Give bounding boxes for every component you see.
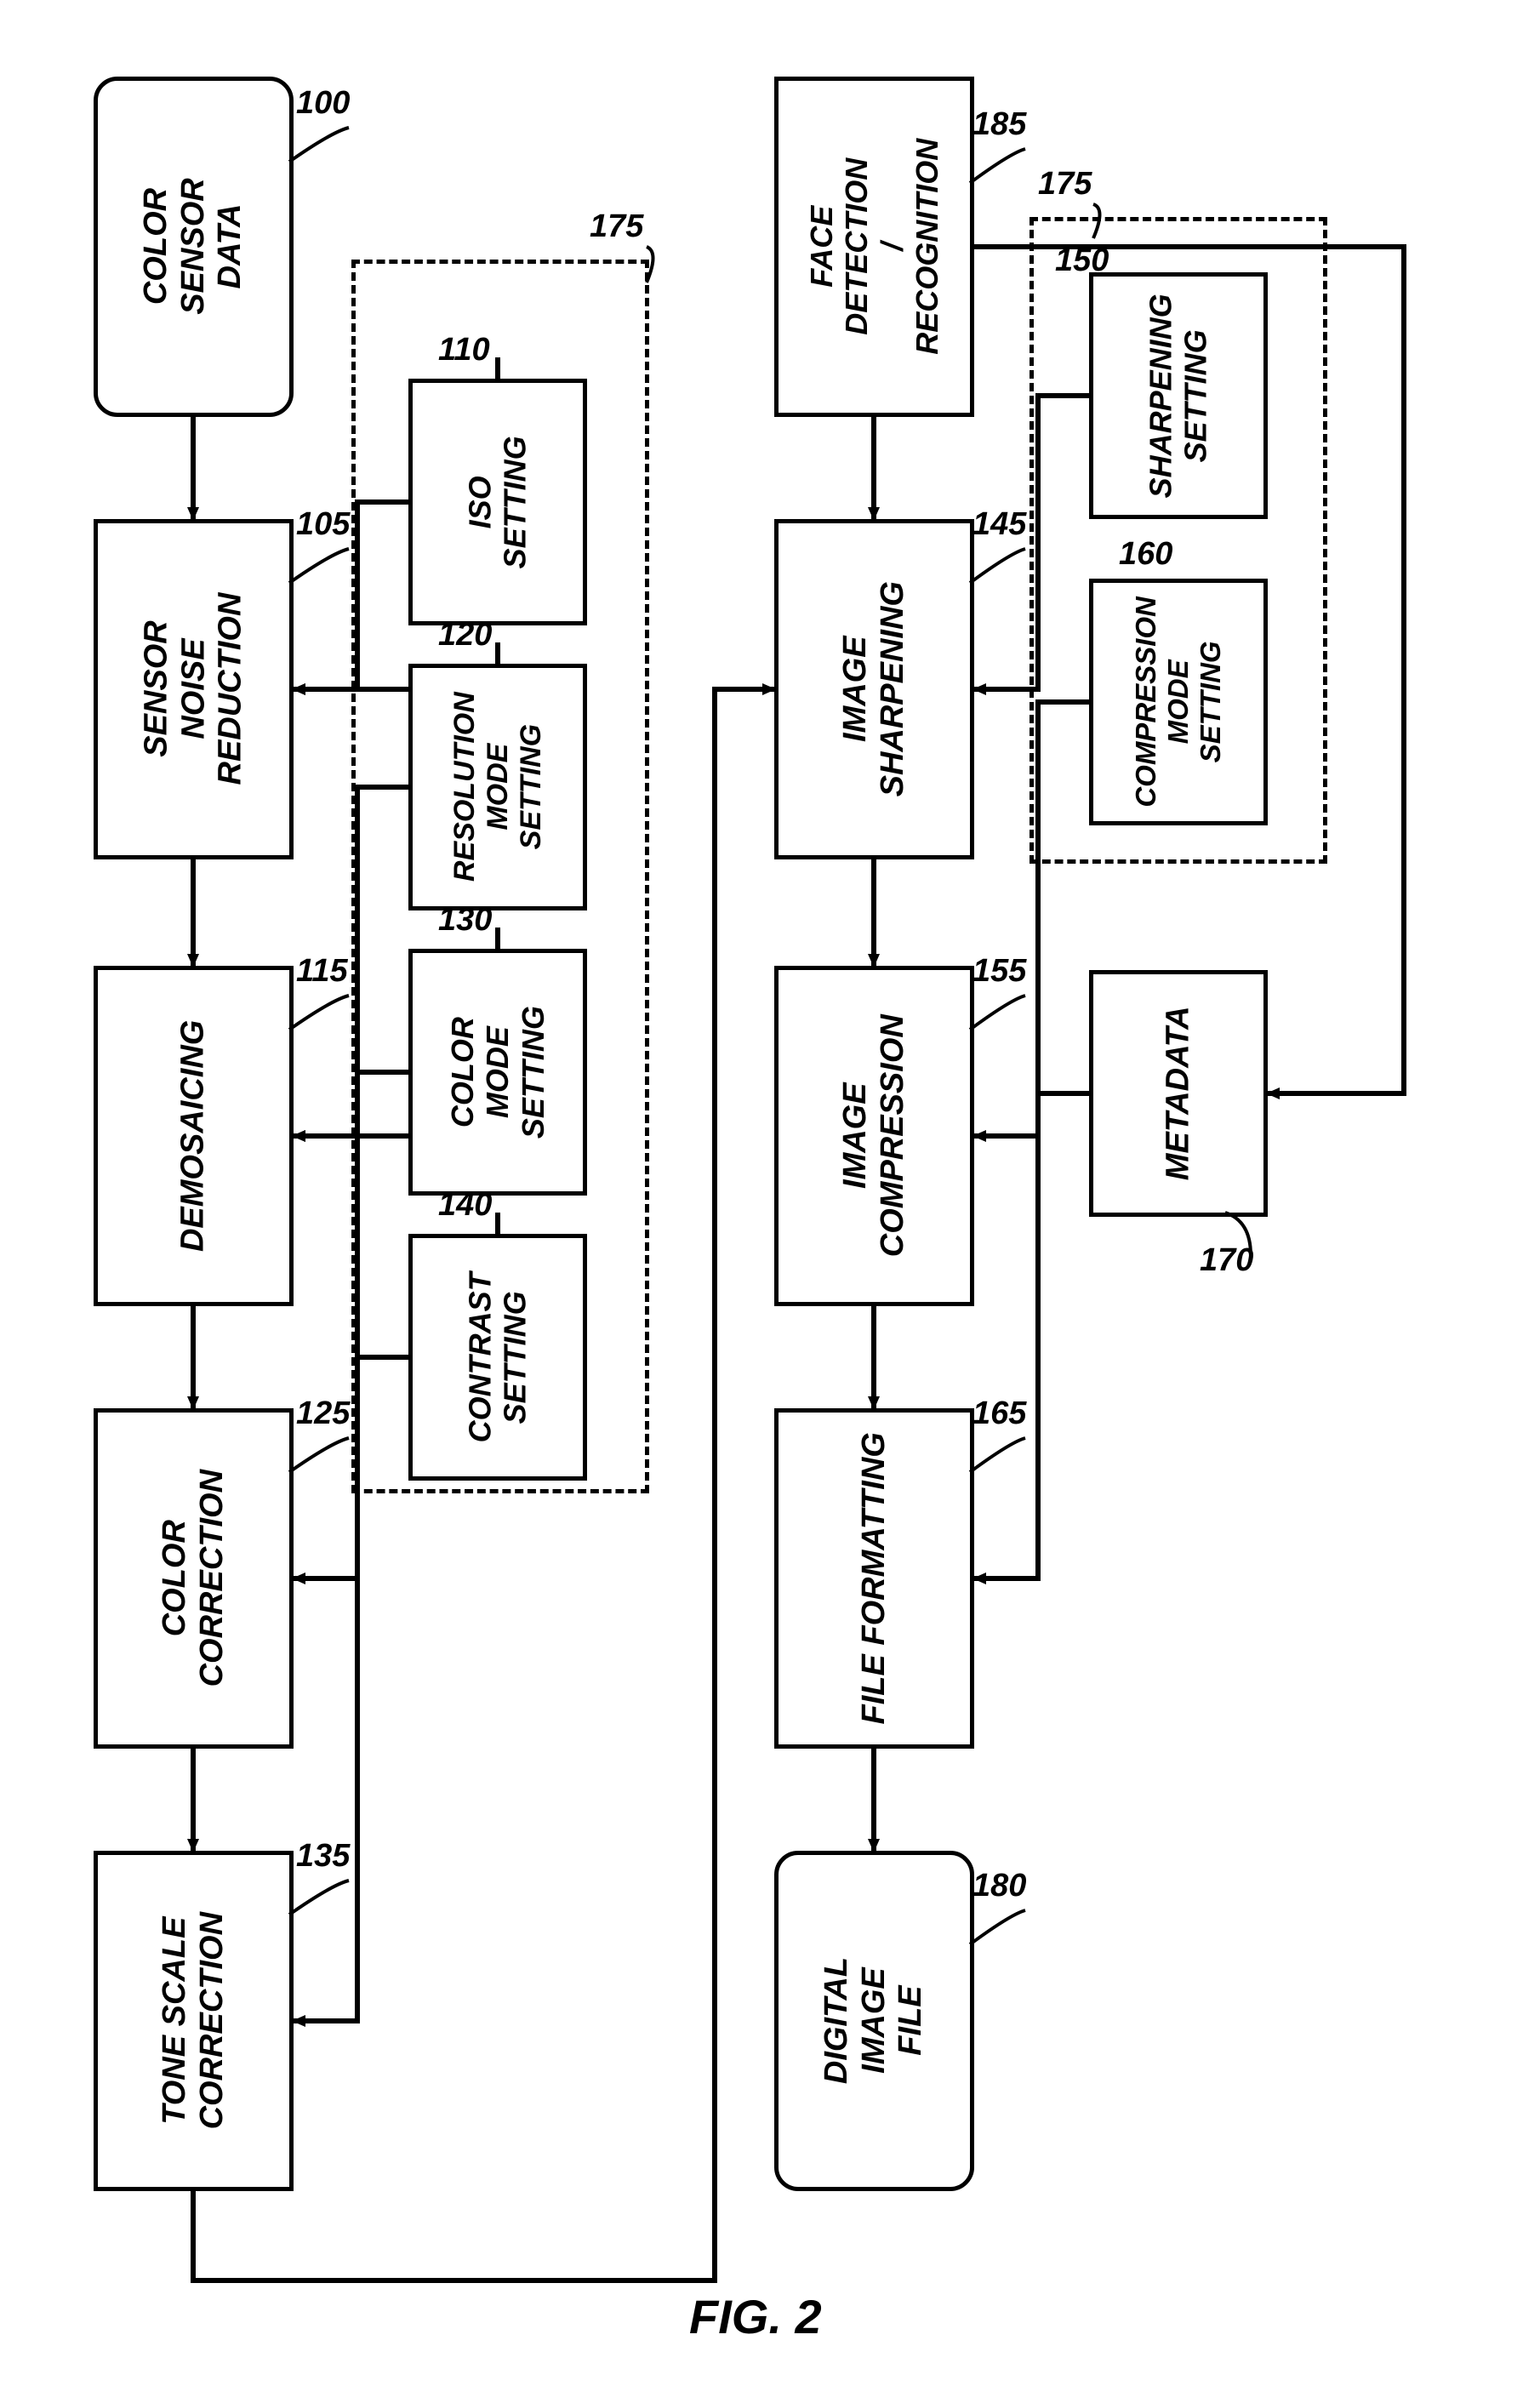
box-color-mode-setting: COLORMODESETTING — [408, 949, 587, 1196]
text-metadata: METADATA — [1160, 1007, 1197, 1181]
box-resolution-mode-setting: RESOLUTIONMODESETTING — [408, 664, 587, 910]
ref-175-right: 175 — [1038, 166, 1092, 203]
text-color-correction: COLORCORRECTION — [157, 1470, 231, 1687]
text-color-sensor-data: COLOR SENSORDATA — [138, 151, 249, 343]
box-contrast-setting: CONTRASTSETTING — [408, 1234, 587, 1481]
text-digital-image-file: DIGITAL IMAGEFILE — [818, 1926, 930, 2117]
text-image-compression: IMAGECOMPRESSION — [837, 1014, 911, 1257]
text-resolution-mode-setting: RESOLUTIONMODESETTING — [448, 693, 547, 882]
text-color-mode-setting: COLORMODESETTING — [445, 1006, 550, 1139]
ref-165: 165 — [972, 1396, 1026, 1432]
ref-125: 125 — [296, 1396, 350, 1432]
ref-170: 170 — [1200, 1242, 1253, 1279]
text-image-sharpening: IMAGESHARPENING — [837, 581, 911, 796]
ref-155: 155 — [972, 953, 1026, 990]
box-compression-mode-setting: COMPRESSIONMODESETTING — [1089, 579, 1268, 825]
ref-120: 120 — [438, 617, 492, 654]
ref-130: 130 — [438, 902, 492, 939]
ref-150: 150 — [1055, 243, 1109, 279]
figure-label: FIG. 2 — [689, 2289, 822, 2344]
ref-110: 110 — [438, 332, 490, 368]
ref-140: 140 — [438, 1187, 492, 1224]
ref-105: 105 — [296, 506, 350, 543]
box-image-sharpening: IMAGESHARPENING — [774, 519, 974, 859]
box-demosaicing: DEMOSAICING — [94, 966, 294, 1306]
ref-145: 145 — [972, 506, 1026, 543]
text-compression-mode-setting: COMPRESSIONMODESETTING — [1130, 596, 1227, 808]
text-file-formatting: FILE FORMATTING — [856, 1432, 893, 1724]
text-contrast-setting: CONTRASTSETTING — [463, 1272, 533, 1442]
ref-100: 100 — [296, 85, 350, 122]
text-tone-scale-correction: TONE SCALECORRECTION — [157, 1912, 231, 2129]
box-metadata: METADATA — [1089, 970, 1268, 1217]
text-demosaicing: DEMOSAICING — [175, 1020, 213, 1252]
text-sharpening-setting: SHARPENINGSETTING — [1144, 294, 1214, 498]
text-face-detection: FACE DETECTION/ RECOGNITION — [804, 139, 945, 355]
text-iso-setting: ISOSETTING — [463, 436, 533, 568]
ref-185: 185 — [972, 106, 1026, 143]
box-color-sensor-data: COLOR SENSORDATA — [94, 77, 294, 417]
ref-160: 160 — [1119, 536, 1172, 573]
ref-135: 135 — [296, 1838, 350, 1875]
box-tone-scale-correction: TONE SCALECORRECTION — [94, 1851, 294, 2191]
ref-175-left: 175 — [590, 208, 643, 245]
box-iso-setting: ISOSETTING — [408, 379, 587, 625]
box-image-compression: IMAGECOMPRESSION — [774, 966, 974, 1306]
box-digital-image-file: DIGITAL IMAGEFILE — [774, 1851, 974, 2191]
box-file-formatting: FILE FORMATTING — [774, 1408, 974, 1749]
box-sensor-noise-reduction: SENSOR NOISEREDUCTION — [94, 519, 294, 859]
ref-180: 180 — [972, 1868, 1026, 1904]
box-sharpening-setting: SHARPENINGSETTING — [1089, 272, 1268, 519]
diagram-canvas: COLOR SENSORDATA SENSOR NOISEREDUCTION D… — [34, 34, 1506, 2369]
text-sensor-noise-reduction: SENSOR NOISEREDUCTION — [138, 593, 249, 785]
box-color-correction: COLORCORRECTION — [94, 1408, 294, 1749]
ref-115: 115 — [296, 953, 348, 990]
box-face-detection-recognition: FACE DETECTION/ RECOGNITION — [774, 77, 974, 417]
